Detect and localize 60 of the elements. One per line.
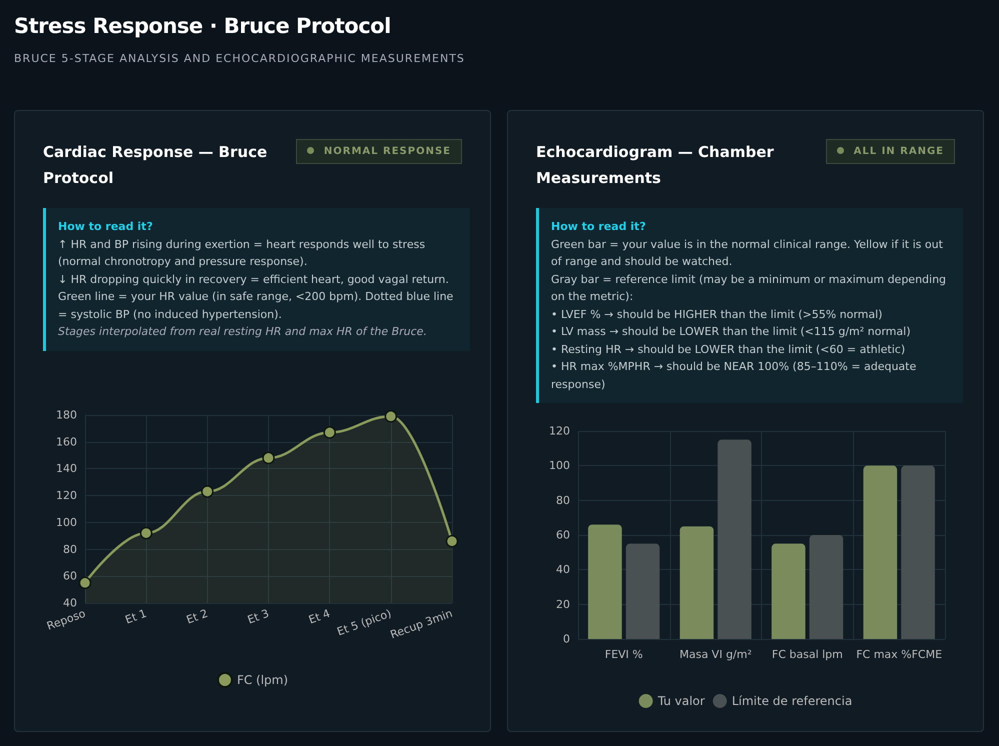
y-tick-label: 60 bbox=[556, 528, 570, 542]
point bbox=[384, 410, 398, 423]
bar bbox=[809, 535, 844, 639]
y-tick-label: 180 bbox=[56, 408, 77, 422]
y-tick-label: 120 bbox=[56, 489, 77, 502]
legend-label: Tu valor bbox=[656, 694, 705, 708]
text: • HR max %MPHR → should be NEAR 100% (85–110% = adequate response) bbox=[551, 359, 918, 392]
text: ↓ HR dropping quickly in recovery = efficient heart, good vagal return. bbox=[58, 272, 450, 288]
x-tick-label: FC max %FCME bbox=[856, 648, 942, 661]
point bbox=[78, 576, 92, 590]
point bbox=[140, 526, 152, 540]
text: • Resting HR → should be LOWER than the limit (<60 = athletic) bbox=[551, 342, 906, 358]
text: ↑ HR and BP rising during exertion = heart responds well to stress (normal chronotropy and pressure response). bbox=[58, 236, 426, 270]
y-tick-label: 40 bbox=[63, 596, 77, 610]
text: BRUCE 5-STAGE ANALYSIS AND ECHOCARDIOGRAPHIC MEASUREMENTS bbox=[14, 52, 465, 65]
x-tick-label: Et 4 bbox=[306, 606, 332, 627]
point bbox=[201, 485, 214, 498]
x-tick-label: Et 2 bbox=[184, 606, 210, 627]
y-tick-label: 100 bbox=[549, 459, 570, 472]
chart-title: Echocardiogram — Chamber Measurements bbox=[536, 142, 775, 189]
y-tick-label: 100 bbox=[56, 516, 77, 529]
y-tick-label: 160 bbox=[56, 435, 77, 448]
legend-label: FC (lpm) bbox=[236, 673, 288, 687]
text: Stress Response · Bruce Protocol bbox=[14, 14, 392, 38]
y-tick-label: 80 bbox=[556, 494, 570, 507]
y-tick-label: 0 bbox=[563, 632, 570, 646]
bar bbox=[863, 466, 898, 639]
y-tick-label: 60 bbox=[63, 570, 77, 583]
y-tick-label: 140 bbox=[56, 462, 77, 476]
bar bbox=[901, 466, 935, 639]
x-tick-label: Et 1 bbox=[123, 606, 148, 627]
text: NORMAL RESPONSE bbox=[296, 139, 462, 164]
bar bbox=[588, 524, 622, 639]
y-tick-label: 120 bbox=[549, 424, 570, 438]
text: ALL IN RANGE bbox=[826, 139, 955, 164]
y-tick-label: 40 bbox=[556, 563, 570, 576]
x-tick-label: FC basal lpm bbox=[772, 648, 843, 661]
y-tick-label: 80 bbox=[63, 542, 77, 556]
y-tick-label: 20 bbox=[556, 598, 570, 611]
x-tick-label: FEVI % bbox=[604, 648, 643, 661]
x-tick-label: Et 3 bbox=[246, 606, 271, 627]
text: How to read it? bbox=[551, 219, 647, 235]
point bbox=[446, 534, 458, 548]
bar bbox=[718, 440, 752, 639]
text: • LVEF % → should be HIGHER than the limit (>55% normal) bbox=[551, 306, 884, 322]
text: Gray bar = reference limit (may be a minimum or maximum depending on the metric): bbox=[551, 272, 948, 305]
text: How to read it? bbox=[58, 219, 154, 235]
bar bbox=[680, 526, 714, 639]
text: Green line = your HR value (in safe range, <200 bpm). Dotted blue line = systolic BP (no induced hypertension). bbox=[58, 289, 454, 322]
point bbox=[323, 426, 336, 439]
point bbox=[262, 452, 275, 464]
text: Stages interpolated from real resting HR and max HR of the Bruce. bbox=[58, 324, 428, 340]
bar bbox=[772, 544, 806, 639]
text: • LV mass → should be LOWER than the limit (<115 g/m² normal) bbox=[551, 324, 912, 340]
bar bbox=[626, 544, 660, 639]
legend-label: Límite de referencia bbox=[732, 694, 852, 708]
x-tick-label: Reposo bbox=[45, 606, 88, 633]
chart-title: Cardiac Response — Bruce Protocol bbox=[43, 142, 268, 189]
text: Green bar = your value is in the normal clinical range. Yellow if it is out of range and should be watched. bbox=[551, 236, 944, 270]
x-tick-label: Masa VI g/m² bbox=[679, 648, 752, 661]
